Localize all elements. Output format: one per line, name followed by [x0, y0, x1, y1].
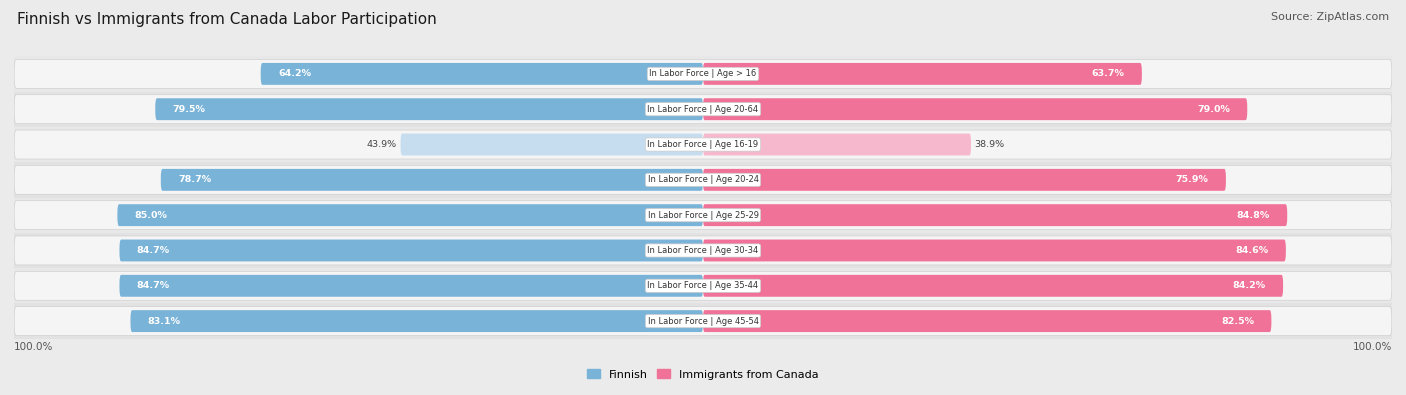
FancyBboxPatch shape: [401, 134, 703, 156]
Text: 100.0%: 100.0%: [14, 342, 53, 352]
Text: In Labor Force | Age 35-44: In Labor Force | Age 35-44: [647, 281, 759, 290]
Bar: [14, 233, 1392, 268]
Bar: [14, 198, 1392, 233]
Text: Finnish vs Immigrants from Canada Labor Participation: Finnish vs Immigrants from Canada Labor …: [17, 12, 437, 27]
Text: 64.2%: 64.2%: [278, 70, 311, 78]
Text: 78.7%: 78.7%: [179, 175, 211, 184]
Legend: Finnish, Immigrants from Canada: Finnish, Immigrants from Canada: [582, 365, 824, 384]
Text: 79.5%: 79.5%: [173, 105, 205, 114]
FancyBboxPatch shape: [703, 63, 1142, 85]
Bar: [14, 268, 1392, 303]
Text: 84.2%: 84.2%: [1233, 281, 1265, 290]
Bar: [14, 127, 1392, 162]
Bar: [14, 92, 1392, 127]
Text: 38.9%: 38.9%: [974, 140, 1004, 149]
FancyBboxPatch shape: [703, 134, 972, 156]
FancyBboxPatch shape: [120, 239, 703, 261]
FancyBboxPatch shape: [14, 236, 1392, 265]
Text: In Labor Force | Age > 16: In Labor Force | Age > 16: [650, 70, 756, 78]
Text: 84.7%: 84.7%: [136, 246, 170, 255]
Text: In Labor Force | Age 16-19: In Labor Force | Age 16-19: [647, 140, 759, 149]
FancyBboxPatch shape: [260, 63, 703, 85]
Text: 85.0%: 85.0%: [135, 211, 167, 220]
Text: In Labor Force | Age 30-34: In Labor Force | Age 30-34: [647, 246, 759, 255]
Text: 63.7%: 63.7%: [1091, 70, 1125, 78]
FancyBboxPatch shape: [14, 307, 1392, 336]
Text: 43.9%: 43.9%: [367, 140, 396, 149]
Text: In Labor Force | Age 45-54: In Labor Force | Age 45-54: [648, 317, 758, 325]
Bar: [14, 162, 1392, 198]
Bar: [14, 303, 1392, 339]
FancyBboxPatch shape: [14, 271, 1392, 300]
FancyBboxPatch shape: [14, 95, 1392, 124]
Text: 84.7%: 84.7%: [136, 281, 170, 290]
FancyBboxPatch shape: [703, 204, 1288, 226]
FancyBboxPatch shape: [703, 98, 1247, 120]
FancyBboxPatch shape: [120, 275, 703, 297]
FancyBboxPatch shape: [14, 201, 1392, 229]
Text: 82.5%: 82.5%: [1222, 317, 1254, 325]
Text: 79.0%: 79.0%: [1197, 105, 1230, 114]
FancyBboxPatch shape: [14, 166, 1392, 194]
FancyBboxPatch shape: [155, 98, 703, 120]
FancyBboxPatch shape: [14, 130, 1392, 159]
Text: 84.6%: 84.6%: [1236, 246, 1268, 255]
FancyBboxPatch shape: [703, 310, 1271, 332]
Text: 100.0%: 100.0%: [1353, 342, 1392, 352]
FancyBboxPatch shape: [14, 59, 1392, 88]
Text: 83.1%: 83.1%: [148, 317, 181, 325]
Text: 84.8%: 84.8%: [1237, 211, 1270, 220]
Text: In Labor Force | Age 25-29: In Labor Force | Age 25-29: [648, 211, 758, 220]
FancyBboxPatch shape: [160, 169, 703, 191]
FancyBboxPatch shape: [118, 204, 703, 226]
FancyBboxPatch shape: [703, 275, 1284, 297]
Text: In Labor Force | Age 20-64: In Labor Force | Age 20-64: [647, 105, 759, 114]
FancyBboxPatch shape: [703, 239, 1286, 261]
Text: Source: ZipAtlas.com: Source: ZipAtlas.com: [1271, 12, 1389, 22]
Text: In Labor Force | Age 20-24: In Labor Force | Age 20-24: [648, 175, 758, 184]
FancyBboxPatch shape: [131, 310, 703, 332]
Text: 75.9%: 75.9%: [1175, 175, 1209, 184]
Bar: [14, 56, 1392, 92]
FancyBboxPatch shape: [703, 169, 1226, 191]
